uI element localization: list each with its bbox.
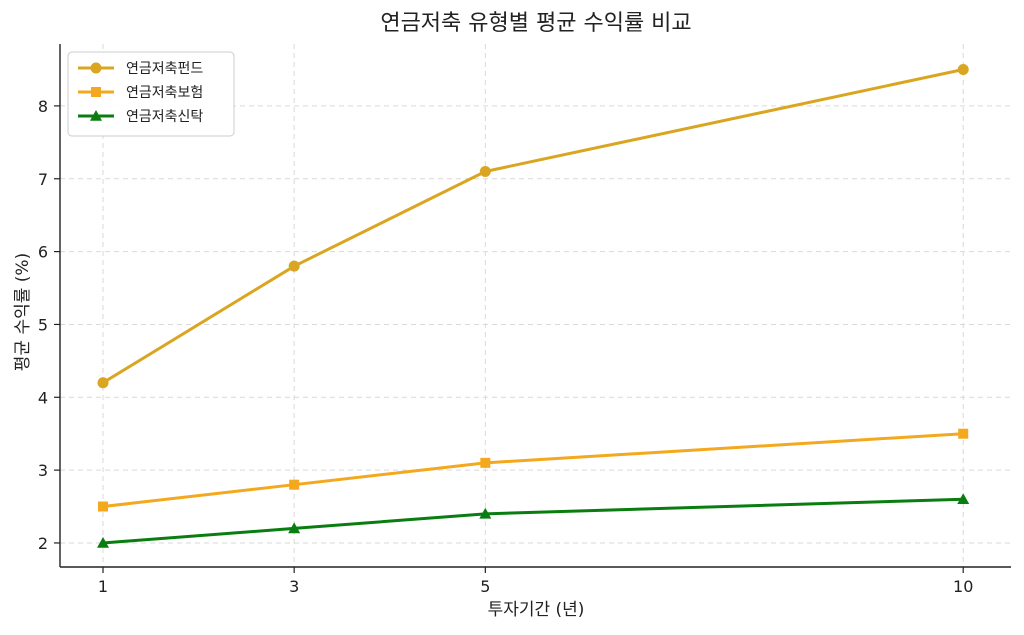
data-point [97, 536, 110, 548]
y-tick-label: 6 [38, 243, 48, 262]
legend-label: 연금저축신탁 [126, 109, 203, 125]
series-line [101, 497, 965, 545]
data-point [288, 522, 301, 534]
y-tick-label: 7 [38, 170, 48, 189]
legend-label: 연금저축펀드 [126, 61, 203, 77]
x-tick-label: 3 [289, 577, 299, 596]
y-tick-label: 8 [38, 97, 48, 116]
series-2 [98, 428, 969, 512]
data-point [480, 457, 491, 468]
legend-marker [90, 110, 102, 121]
data-point [479, 165, 491, 177]
series-line [101, 67, 965, 385]
series-1 [97, 63, 969, 389]
data-point [958, 428, 969, 439]
x-tick-label: 1 [98, 577, 108, 596]
series-layer [97, 63, 970, 548]
data-point [957, 63, 969, 75]
data-point [288, 260, 300, 272]
y-axis-label: 평균 수익률 (%) [13, 253, 33, 371]
legend-item: 연금저축신탁 [78, 109, 203, 125]
y-tick-label: 3 [38, 461, 48, 480]
data-point [289, 479, 300, 490]
y-tick-label: 5 [38, 315, 48, 334]
data-point [98, 501, 109, 512]
data-point [957, 493, 970, 505]
y-tick-label: 4 [38, 388, 48, 407]
x-tick-label: 5 [480, 577, 490, 596]
legend-item: 연금저축보험 [78, 85, 203, 101]
x-tick-label: 10 [953, 577, 973, 596]
axes: 1 3 5 10 2 3 4 5 6 7 8 [38, 44, 1011, 596]
legend-marker [90, 62, 102, 74]
legend-label: 연금저축보험 [126, 85, 203, 101]
data-point [479, 507, 492, 519]
data-point [97, 377, 109, 389]
chart-title: 연금저축 유형별 평균 수익률 비교 [380, 11, 691, 36]
y-tick-label: 2 [38, 534, 48, 553]
legend-marker [91, 87, 101, 97]
x-axis-label: 투자기간 (년) [488, 600, 585, 620]
legend-item: 연금저축펀드 [78, 61, 203, 77]
series-3 [97, 493, 970, 548]
series-line [101, 432, 965, 509]
